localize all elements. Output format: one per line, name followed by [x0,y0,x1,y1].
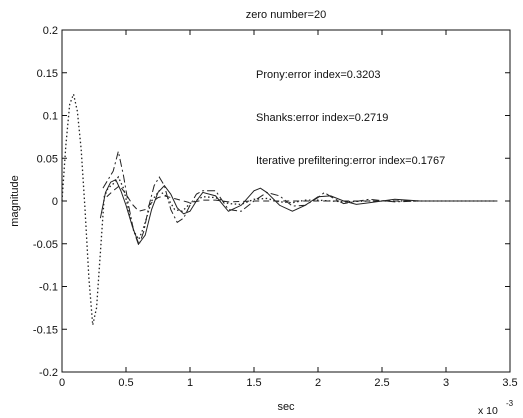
y-tick-label: 0.2 [43,25,58,37]
x-tick-label: 3.5 [502,377,517,389]
y-axis-label: magnitude [9,175,21,226]
x-tick-label: 0.5 [118,377,133,389]
y-tick-label: 0.1 [43,111,58,123]
x-tick-label: 2 [315,377,321,389]
x-exponent-power: -3 [506,399,514,408]
x-tick-label: 2.5 [374,377,389,389]
x-axis-label: sec [277,401,295,413]
y-tick-label: -0.2 [39,367,58,379]
x-exponent-label: x 10 [478,405,498,417]
y-tick-label: -0.05 [33,239,58,251]
chart-title: zero number=20 [246,9,326,21]
annotation-shanks: Shanks:error index=0.2719 [256,112,388,124]
y-tick-label: -0.15 [33,324,58,336]
y-tick-label: 0.15 [37,68,58,80]
annotation-iterative: Iterative prefiltering:error index=0.176… [256,155,445,167]
x-tick-label: 1.5 [246,377,261,389]
x-tick-label: 3 [443,377,449,389]
x-tick-label: 1 [187,377,193,389]
y-tick-label: 0 [52,196,58,208]
y-tick-label: -0.1 [39,282,58,294]
y-tick-label: 0.05 [37,153,58,165]
annotation-prony: Prony:error index=0.3203 [256,69,380,81]
x-tick-label: 0 [59,377,65,389]
